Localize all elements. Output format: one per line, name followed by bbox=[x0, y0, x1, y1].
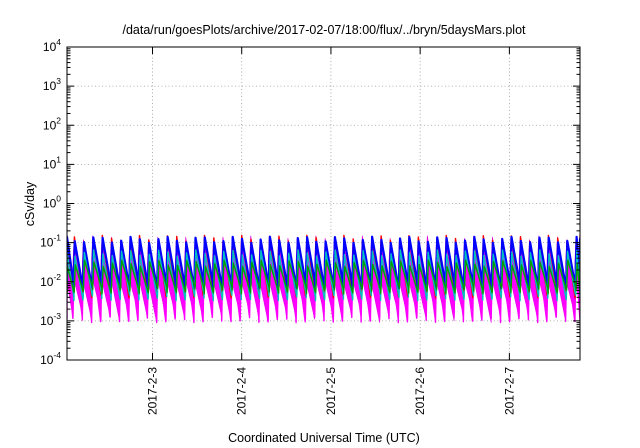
x-tick-label: 2017-2-7 bbox=[502, 367, 516, 415]
y-tick-label: 102 bbox=[43, 115, 61, 132]
y-tick-label: 10-4 bbox=[40, 350, 61, 367]
y-axis-label: cSv/day bbox=[23, 181, 37, 226]
y-tick-label: 101 bbox=[43, 154, 61, 171]
y-tick-label: 103 bbox=[43, 76, 61, 93]
y-tick-label: 10-2 bbox=[40, 272, 61, 289]
chart-title: /data/run/goesPlots/archive/2017-02-07/1… bbox=[122, 23, 526, 37]
y-tick-label: 104 bbox=[43, 37, 61, 54]
series-line bbox=[67, 252, 580, 324]
y-tick-label: 10-3 bbox=[40, 311, 61, 328]
x-tick-label: 2017-2-6 bbox=[413, 367, 427, 415]
x-tick-label: 2017-2-4 bbox=[235, 367, 249, 415]
x-tick-label: 2017-2-5 bbox=[324, 367, 338, 415]
y-tick-label: 100 bbox=[43, 194, 61, 211]
y-tick-label: 10-1 bbox=[40, 233, 61, 250]
ticks bbox=[67, 46, 580, 361]
series-line bbox=[67, 259, 580, 295]
data-layer bbox=[67, 234, 580, 324]
x-tick-label: 2017-2-3 bbox=[146, 367, 160, 415]
y-tick-labels: 10-4 10-3 10-2 10-1 100 101 102 103 104 bbox=[40, 37, 61, 367]
x-axis-label: Coordinated Universal Time (UTC) bbox=[228, 431, 420, 445]
x-tick-labels: 2017-2-3 2017-2-4 2017-2-5 2017-2-6 2017-2-7 bbox=[146, 367, 517, 415]
